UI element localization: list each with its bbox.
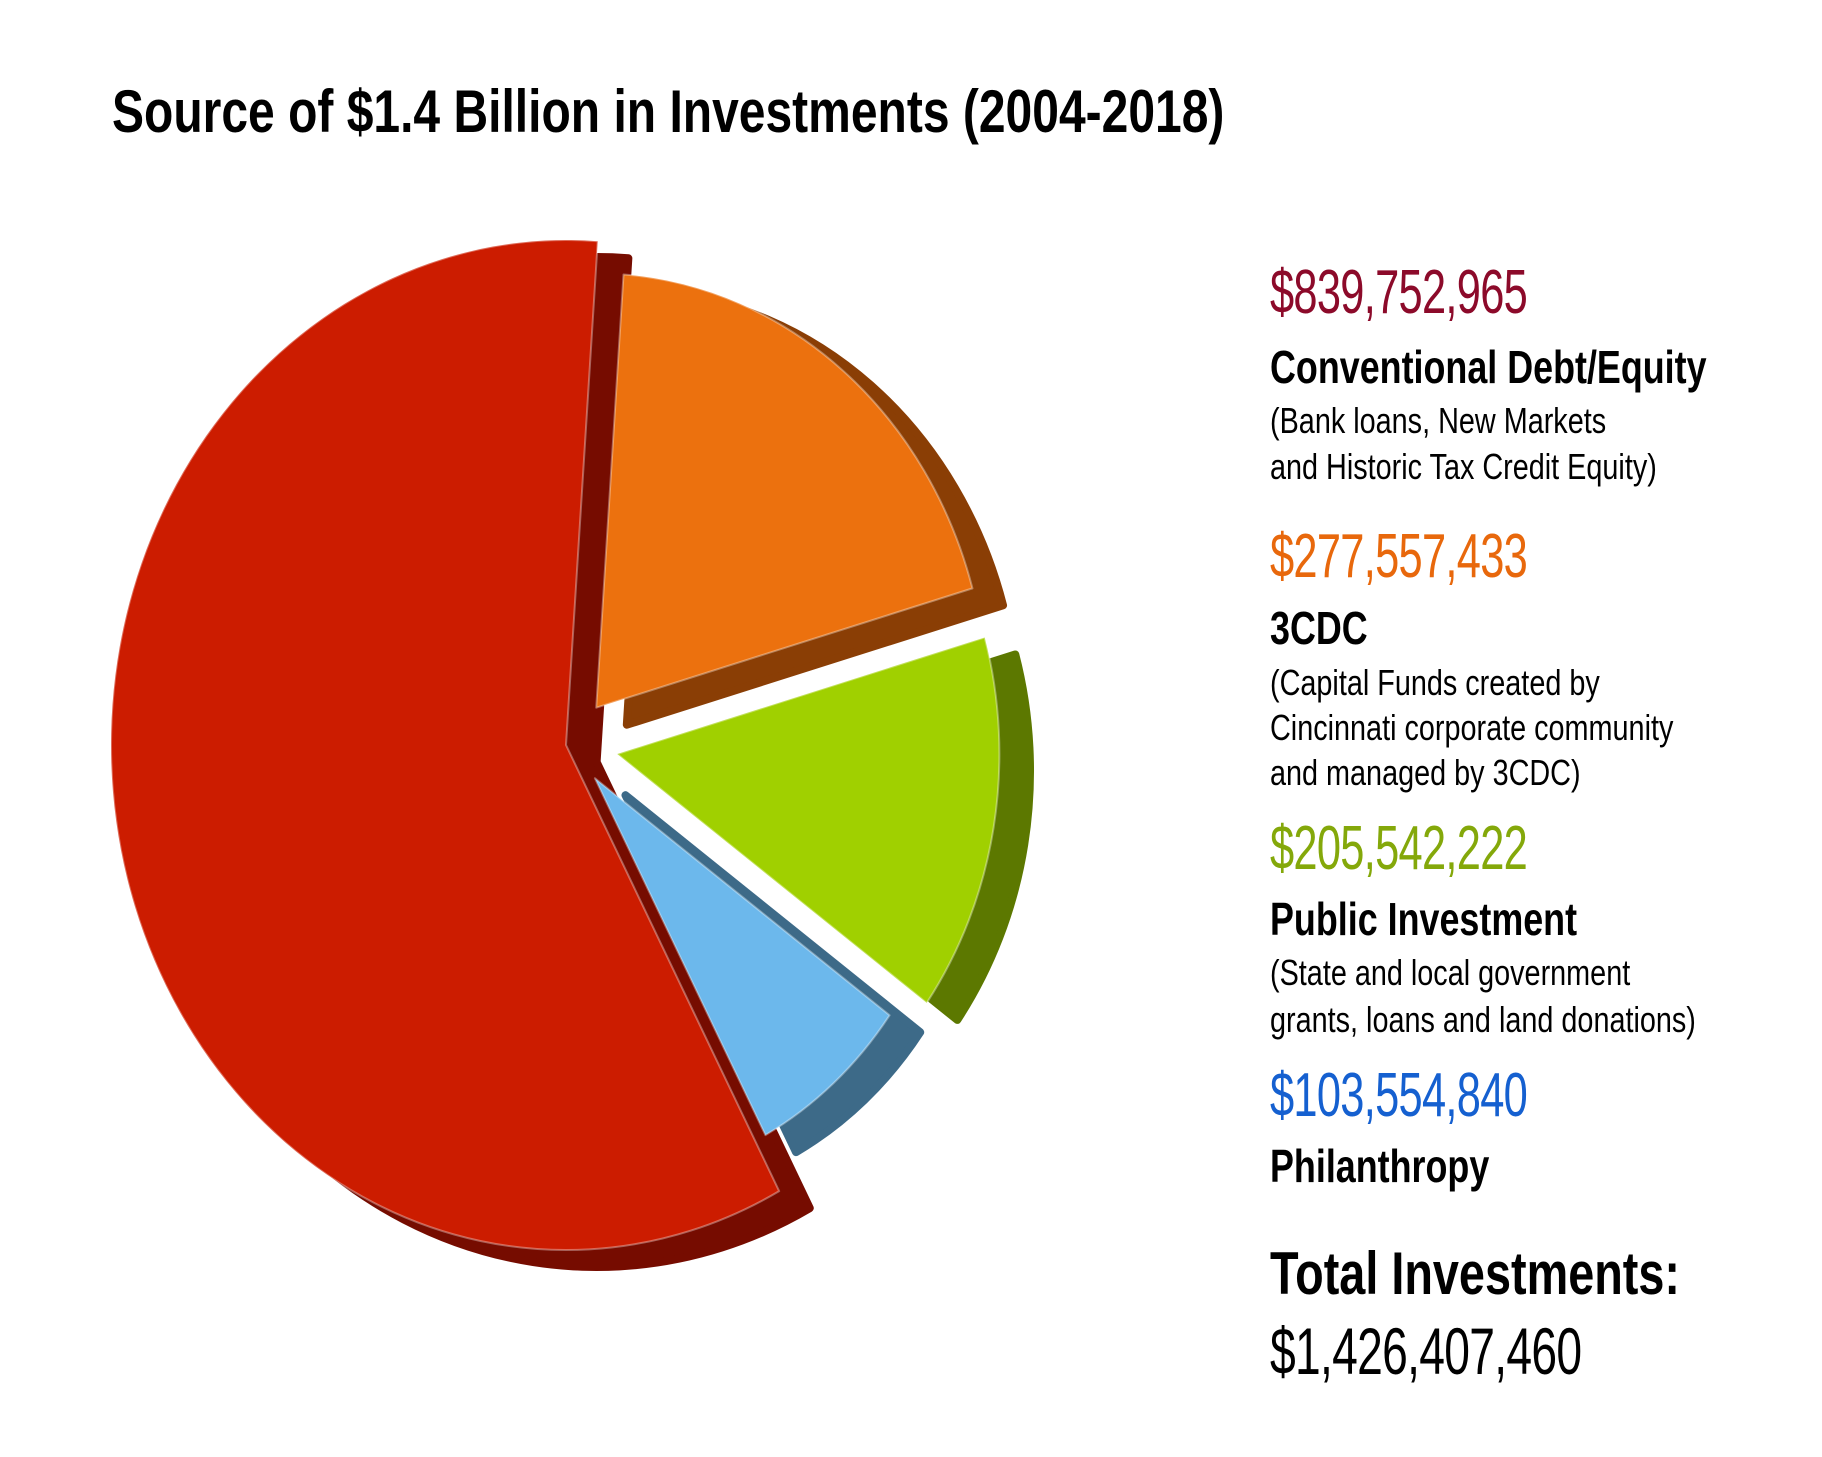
total-label: Total Investments: [1270,1240,1681,1307]
slice-3cdc [595,273,1008,729]
legend-amount-philanthropy: $103,554,840 [1270,1061,1528,1130]
legend-label-3cdc: 3CDC [1270,602,1368,654]
legend-amount-conventional: $839,752,965 [1270,258,1528,327]
legend-sub-conventional-2: and Historic Tax Credit Equity) [1270,446,1657,487]
total-amount: $1,426,407,460 [1270,1314,1582,1388]
legend-amount-public: $205,542,222 [1270,814,1528,883]
chart-title: Source of $1.4 Billion in Investments (2… [112,78,1225,145]
legend-sub-3cdc-3: and managed by 3CDC) [1270,752,1581,793]
slice-conventional [110,239,814,1271]
slice-philanthropy [593,777,925,1157]
legend-label-conventional: Conventional Debt/Equity [1270,341,1707,393]
legend-sub-public-2: grants, loans and land donations) [1270,999,1696,1040]
slice-public [616,636,1035,1024]
legend-sub-3cdc-1: (Capital Funds created by [1270,662,1600,703]
legend-label-public: Public Investment [1270,893,1578,945]
legend-amount-3cdc: $277,557,433 [1270,522,1528,591]
legend-sub-3cdc-2: Cincinnati corporate community [1270,707,1674,748]
legend-label-philanthropy: Philanthropy [1270,1140,1490,1192]
legend-sub-public-1: (State and local government [1270,952,1631,993]
pie-chart [110,239,1035,1271]
legend-sub-conventional-1: (Bank loans, New Markets [1270,400,1607,441]
